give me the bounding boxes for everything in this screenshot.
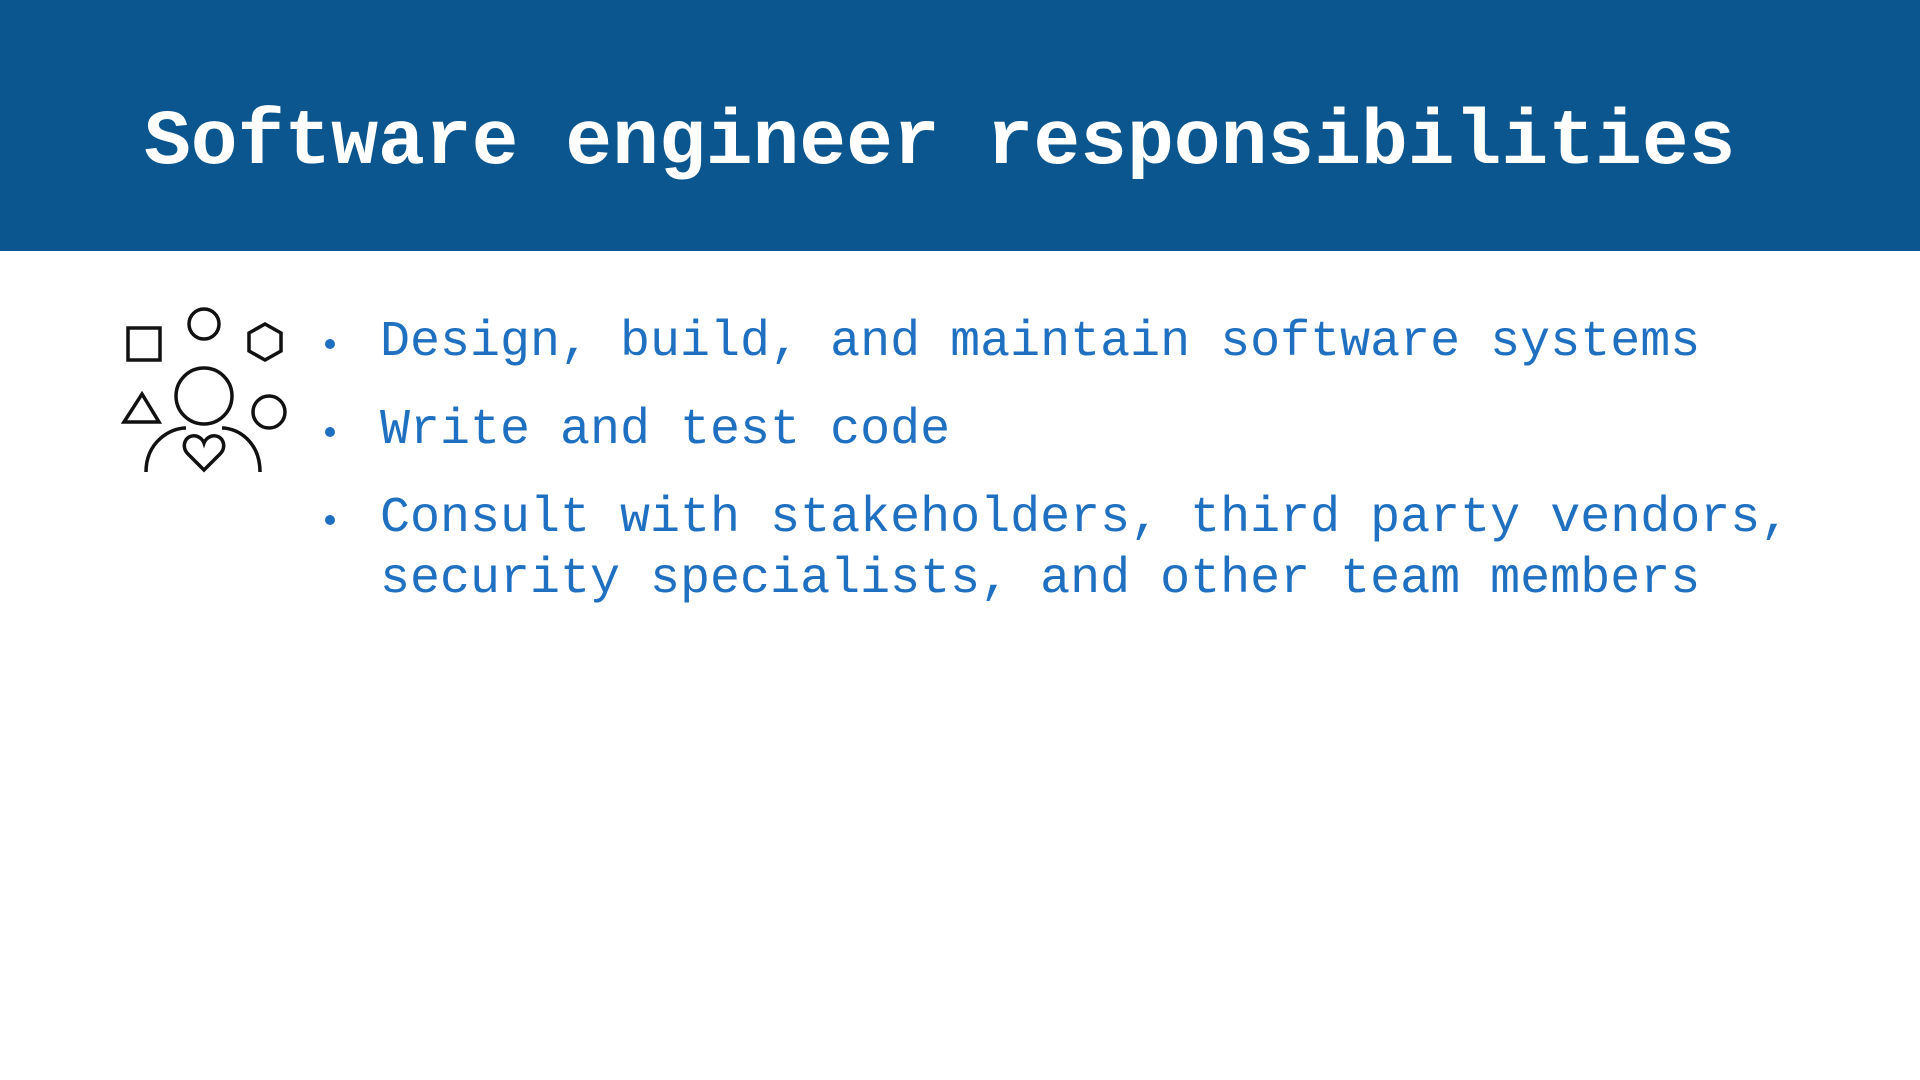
header-band: Software engineer responsibilities — [0, 0, 1920, 251]
team-icon — [120, 307, 287, 473]
bullet-item: Consult with stakeholders, third party v… — [318, 488, 1798, 610]
bullet-list: Design, build, and maintain software sys… — [318, 312, 1798, 637]
bullet-item: Write and test code — [318, 400, 1798, 461]
slide-title: Software engineer responsibilities — [144, 99, 1736, 187]
bullet-item: Design, build, and maintain software sys… — [318, 312, 1798, 373]
